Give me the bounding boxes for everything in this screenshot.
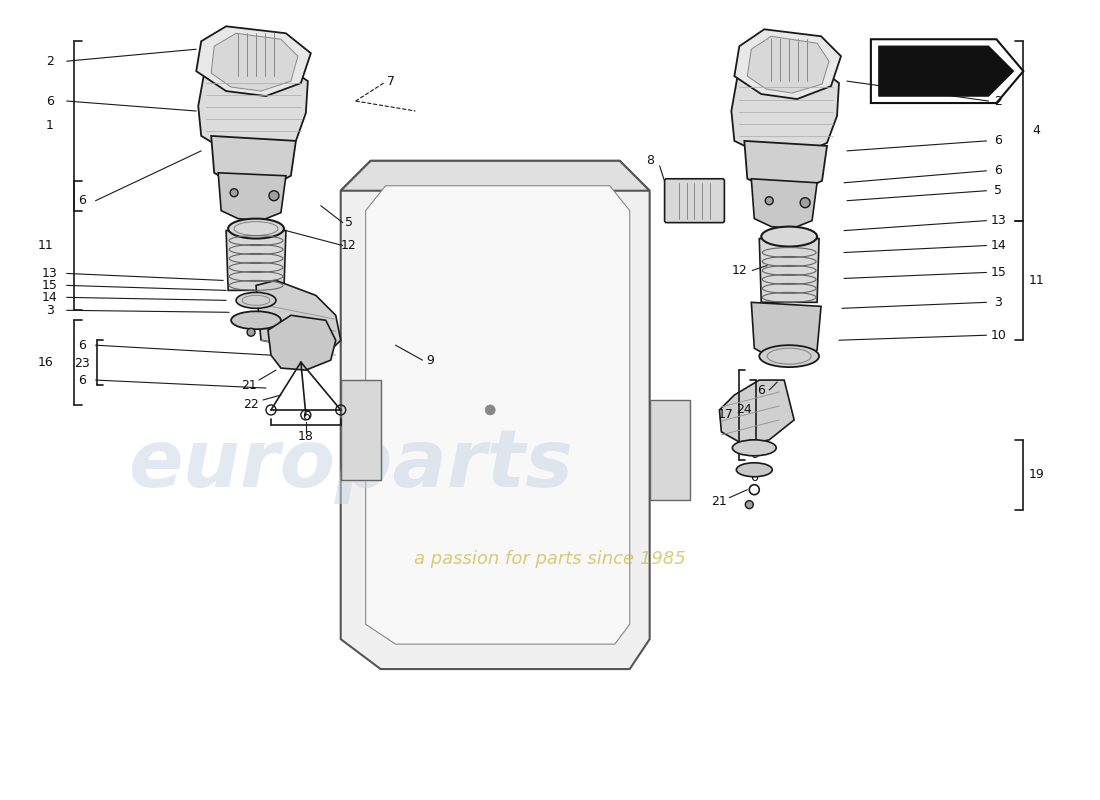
Text: 22: 22 [243,398,258,411]
Text: 10: 10 [990,329,1006,342]
Text: 14: 14 [42,291,57,304]
Polygon shape [745,141,827,193]
Text: 12: 12 [341,239,356,252]
FancyBboxPatch shape [664,178,725,222]
Text: 13: 13 [42,267,57,280]
Text: 6: 6 [757,383,766,397]
Text: 17: 17 [717,409,734,422]
Text: 6: 6 [994,164,1002,178]
Polygon shape [747,36,829,93]
Text: 6: 6 [301,410,310,423]
Text: 9: 9 [427,354,434,366]
Text: 23: 23 [74,357,89,370]
Ellipse shape [761,226,817,246]
Text: 7: 7 [386,74,395,88]
Polygon shape [198,61,308,153]
Text: 3: 3 [46,304,54,317]
Ellipse shape [228,218,284,238]
Text: 11: 11 [1028,274,1044,287]
Ellipse shape [766,197,773,205]
Text: 12: 12 [732,264,747,277]
Polygon shape [211,136,296,189]
Text: 13: 13 [991,214,1006,227]
Ellipse shape [746,501,754,509]
Text: 24: 24 [736,403,752,417]
Text: 15: 15 [42,279,57,292]
Text: 6: 6 [78,194,86,207]
Polygon shape [196,26,311,96]
Polygon shape [341,161,650,190]
Text: 16: 16 [37,356,54,369]
Text: 6: 6 [750,471,758,484]
Polygon shape [268,315,336,370]
Text: 2: 2 [46,54,54,68]
Text: 1: 1 [46,119,54,133]
Text: europarts: europarts [129,426,573,504]
Polygon shape [751,302,821,360]
Ellipse shape [230,189,238,197]
Text: 15: 15 [990,266,1006,279]
Text: 14: 14 [991,239,1006,252]
Polygon shape [732,64,839,156]
Text: 19: 19 [1028,468,1044,482]
Ellipse shape [270,190,279,201]
Ellipse shape [236,292,276,308]
Text: 4: 4 [1033,125,1041,138]
Polygon shape [218,173,286,221]
Text: 11: 11 [37,239,54,252]
Text: 21: 21 [241,378,257,391]
Text: a passion for parts since 1985: a passion for parts since 1985 [414,550,686,569]
Polygon shape [879,46,1013,96]
Text: 21: 21 [712,495,727,508]
Ellipse shape [248,328,255,336]
Polygon shape [719,380,794,445]
Text: 2: 2 [994,94,1002,107]
Ellipse shape [485,405,495,415]
Text: 5: 5 [344,216,353,229]
Polygon shape [650,400,690,500]
Text: 6: 6 [46,94,54,107]
Ellipse shape [736,462,772,477]
Ellipse shape [733,440,777,456]
Polygon shape [751,178,817,229]
Polygon shape [759,238,820,302]
Text: 5: 5 [994,184,1002,198]
Polygon shape [211,34,298,91]
Polygon shape [341,380,381,480]
Polygon shape [256,281,341,355]
Polygon shape [735,30,842,99]
Text: 6: 6 [78,374,86,386]
Text: 18: 18 [298,430,314,443]
Ellipse shape [800,198,810,208]
Text: 8: 8 [646,154,653,167]
Text: 3: 3 [994,296,1002,309]
Polygon shape [341,161,650,669]
Ellipse shape [231,311,280,330]
Text: 6: 6 [78,338,86,352]
Text: 6: 6 [750,448,758,462]
Polygon shape [365,186,629,644]
Polygon shape [227,230,286,290]
Text: 6: 6 [994,134,1002,147]
Ellipse shape [759,345,820,367]
